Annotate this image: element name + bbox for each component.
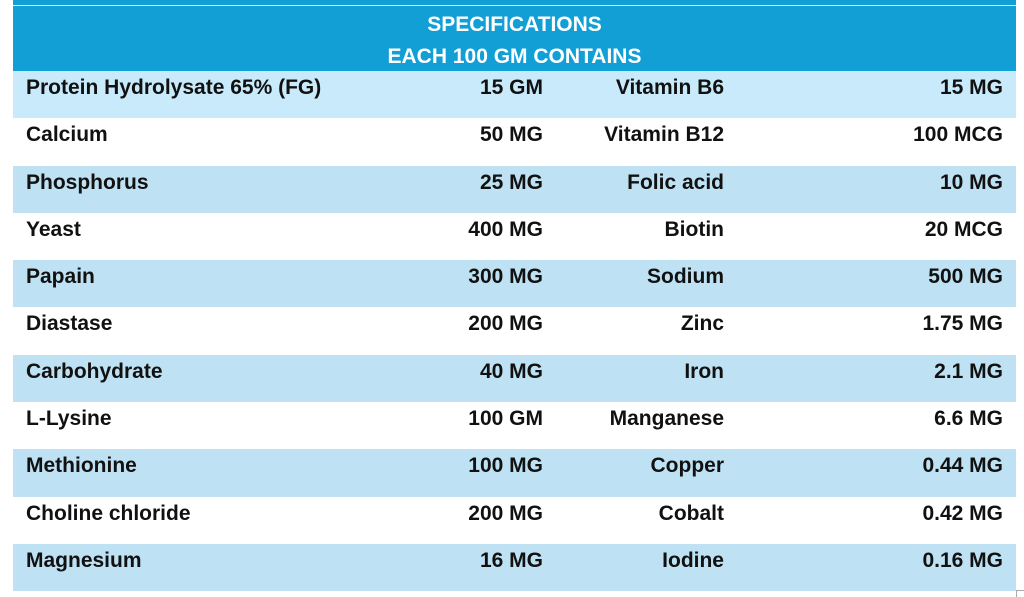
- ingredient-name: Protein Hydrolysate 65% (FG): [26, 76, 322, 99]
- table-row: Papain 300 MG Sodium 500 MG: [13, 260, 1016, 308]
- table-row: Protein Hydrolysate 65% (FG) 15 GM Vitam…: [13, 71, 1016, 119]
- table-row: L-Lysine 100 GM Manganese 6.6 MG: [13, 402, 1016, 450]
- ingredient-name: Magnesium: [26, 548, 142, 572]
- ingredient-amount: 0.44 MG: [922, 454, 1003, 478]
- ingredient-name: Choline chloride: [26, 501, 191, 525]
- ingredient-amount: 100 GM: [468, 407, 543, 431]
- ingredient-amount: 20 MCG: [924, 217, 1003, 241]
- table-row: Magnesium 16 MG Iodine 0.16 MG: [13, 543, 1016, 592]
- ingredient-amount: 40 MG: [479, 359, 543, 383]
- ingredient-name: Calcium: [26, 123, 108, 147]
- ingredient-amount: 15 GM: [479, 76, 543, 99]
- ingredient-amount: 15 MG: [939, 76, 1003, 99]
- header-subtitle: EACH 100 GM CONTAINS: [387, 45, 642, 68]
- ingredient-name: Zinc: [680, 312, 724, 336]
- ingredient-amount: 100 MG: [468, 454, 543, 478]
- ingredient-amount: 10 MG: [939, 170, 1003, 194]
- table-header: SPECIFICATIONS EACH 100 GM CONTAINS: [13, 0, 1016, 71]
- ingredient-amount: 200 MG: [468, 312, 543, 336]
- ingredient-amount: 0.42 MG: [922, 501, 1003, 525]
- table-row: Carbohydrate 40 MG Iron 2.1 MG: [13, 354, 1016, 403]
- ingredient-name: Cobalt: [658, 501, 724, 525]
- ingredient-name: Methionine: [26, 454, 137, 478]
- ingredient-name: Biotin: [664, 217, 724, 241]
- ingredient-amount: 25 MG: [479, 170, 543, 194]
- ingredient-name: Phosphorus: [26, 170, 149, 194]
- ingredient-amount: 400 MG: [468, 217, 543, 241]
- ingredient-amount: 16 MG: [479, 548, 543, 572]
- table-row: Diastase 200 MG Zinc 1.75 MG: [13, 307, 1016, 355]
- ingredient-name: Yeast: [26, 217, 81, 241]
- ingredient-name: Iodine: [662, 548, 724, 572]
- ingredient-name: Diastase: [26, 312, 113, 336]
- ingredient-amount: 300 MG: [468, 265, 543, 289]
- table-row: Yeast 400 MG Biotin 20 MCG: [13, 212, 1016, 261]
- specifications-table: SPECIFICATIONS EACH 100 GM CONTAINS Prot…: [13, 0, 1016, 592]
- ingredient-name: L-Lysine: [26, 407, 112, 431]
- resize-handle: [1016, 590, 1024, 597]
- ingredient-amount: 500 MG: [928, 265, 1003, 289]
- ingredient-amount: 2.1 MG: [934, 359, 1003, 383]
- table-row: Choline chloride 200 MG Cobalt 0.42 MG: [13, 496, 1016, 544]
- header-divider: [13, 5, 1016, 6]
- ingredient-name: Iron: [684, 359, 724, 383]
- ingredient-name: Carbohydrate: [26, 359, 163, 383]
- ingredient-amount: 1.75 MG: [922, 312, 1003, 336]
- ingredient-amount: 50 MG: [479, 123, 543, 147]
- ingredient-name: Vitamin B6: [615, 76, 724, 99]
- ingredient-amount: 6.6 MG: [934, 407, 1003, 431]
- table-row: Calcium 50 MG Vitamin B12 100 MCG: [13, 118, 1016, 166]
- table-row: Phosphorus 25 MG Folic acid 10 MG: [13, 165, 1016, 213]
- ingredient-name: Folic acid: [627, 170, 724, 194]
- ingredient-amount: 200 MG: [468, 501, 543, 525]
- ingredient-name: Manganese: [609, 407, 724, 431]
- ingredient-name: Papain: [26, 265, 95, 289]
- ingredient-name: Sodium: [647, 265, 724, 289]
- ingredient-name: Vitamin B12: [604, 123, 724, 147]
- table-row: Methionine 100 MG Copper 0.44 MG: [13, 449, 1016, 497]
- ingredient-name: Copper: [650, 454, 725, 478]
- ingredient-amount: 0.16 MG: [922, 548, 1003, 572]
- header-title: SPECIFICATIONS: [427, 13, 602, 36]
- ingredient-amount: 100 MCG: [913, 123, 1003, 147]
